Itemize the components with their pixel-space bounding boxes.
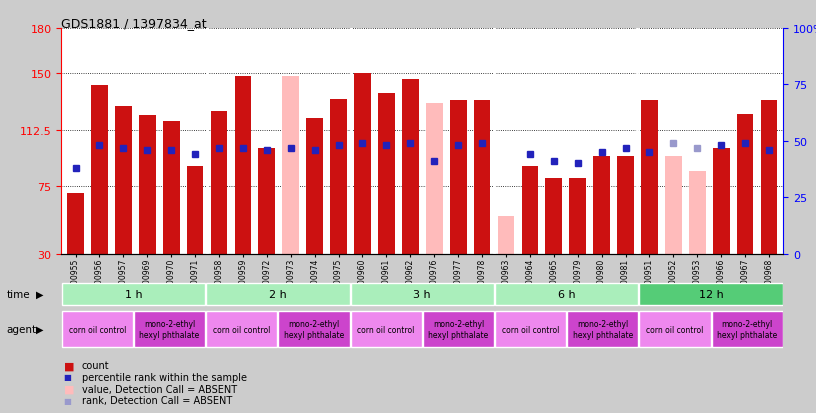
Text: mono-2-ethyl
hexyl phthalate: mono-2-ethyl hexyl phthalate bbox=[717, 320, 778, 339]
Bar bbox=[259, 149, 275, 254]
Text: corn oil control: corn oil control bbox=[502, 325, 559, 334]
Text: GDS1881 / 1397834_at: GDS1881 / 1397834_at bbox=[61, 17, 206, 29]
Bar bbox=[641, 101, 658, 254]
Bar bbox=[423, 311, 494, 347]
Text: 12 h: 12 h bbox=[698, 289, 724, 299]
Bar bbox=[354, 74, 370, 254]
Text: corn oil control: corn oil control bbox=[69, 325, 126, 334]
Bar bbox=[713, 149, 730, 254]
Bar bbox=[211, 112, 228, 254]
Text: ■: ■ bbox=[64, 396, 72, 405]
Bar bbox=[282, 77, 299, 254]
Bar bbox=[665, 157, 681, 254]
Text: ▶: ▶ bbox=[36, 289, 43, 299]
Bar bbox=[163, 122, 180, 254]
Bar bbox=[712, 311, 783, 347]
Bar bbox=[567, 311, 638, 347]
Bar bbox=[67, 194, 84, 254]
Bar bbox=[570, 179, 586, 254]
Text: 2 h: 2 h bbox=[269, 289, 286, 299]
Text: corn oil control: corn oil control bbox=[646, 325, 703, 334]
Bar bbox=[330, 100, 347, 254]
Bar bbox=[62, 283, 205, 306]
Bar bbox=[278, 311, 349, 347]
Bar bbox=[450, 101, 467, 254]
Bar bbox=[91, 86, 108, 254]
Text: percentile rank within the sample: percentile rank within the sample bbox=[82, 372, 246, 382]
Bar bbox=[640, 283, 783, 306]
Bar bbox=[593, 157, 610, 254]
Text: ▶: ▶ bbox=[36, 324, 43, 335]
Bar bbox=[139, 116, 156, 254]
Bar bbox=[134, 311, 205, 347]
Bar bbox=[306, 119, 323, 254]
Bar bbox=[402, 80, 419, 254]
Bar bbox=[426, 104, 442, 254]
Text: mono-2-ethyl
hexyl phthalate: mono-2-ethyl hexyl phthalate bbox=[140, 320, 200, 339]
Text: agent: agent bbox=[7, 324, 37, 335]
Bar bbox=[351, 283, 494, 306]
Bar bbox=[206, 283, 349, 306]
Text: mono-2-ethyl
hexyl phthalate: mono-2-ethyl hexyl phthalate bbox=[573, 320, 633, 339]
Bar bbox=[761, 101, 778, 254]
Bar bbox=[234, 77, 251, 254]
Bar bbox=[498, 216, 514, 254]
Text: count: count bbox=[82, 361, 109, 370]
Text: ■: ■ bbox=[64, 384, 74, 394]
Bar bbox=[495, 283, 638, 306]
Text: corn oil control: corn oil control bbox=[357, 325, 415, 334]
Text: time: time bbox=[7, 289, 30, 299]
Bar bbox=[115, 107, 131, 254]
Text: 6 h: 6 h bbox=[558, 289, 575, 299]
Bar bbox=[62, 311, 133, 347]
Text: ■: ■ bbox=[64, 373, 72, 382]
Text: value, Detection Call = ABSENT: value, Detection Call = ABSENT bbox=[82, 384, 237, 394]
Text: mono-2-ethyl
hexyl phthalate: mono-2-ethyl hexyl phthalate bbox=[428, 320, 489, 339]
Bar bbox=[378, 93, 395, 254]
Text: 3 h: 3 h bbox=[414, 289, 431, 299]
Text: corn oil control: corn oil control bbox=[213, 325, 270, 334]
Bar bbox=[187, 167, 203, 254]
Text: mono-2-ethyl
hexyl phthalate: mono-2-ethyl hexyl phthalate bbox=[284, 320, 344, 339]
Text: 1 h: 1 h bbox=[125, 289, 142, 299]
Bar bbox=[474, 101, 490, 254]
Bar bbox=[617, 157, 634, 254]
Bar bbox=[351, 311, 422, 347]
Bar bbox=[495, 311, 566, 347]
Bar bbox=[737, 114, 753, 254]
Text: rank, Detection Call = ABSENT: rank, Detection Call = ABSENT bbox=[82, 395, 232, 405]
Bar bbox=[206, 311, 277, 347]
Bar bbox=[689, 171, 706, 254]
Bar bbox=[640, 311, 711, 347]
Bar bbox=[521, 167, 539, 254]
Text: ■: ■ bbox=[64, 361, 74, 370]
Bar bbox=[545, 179, 562, 254]
